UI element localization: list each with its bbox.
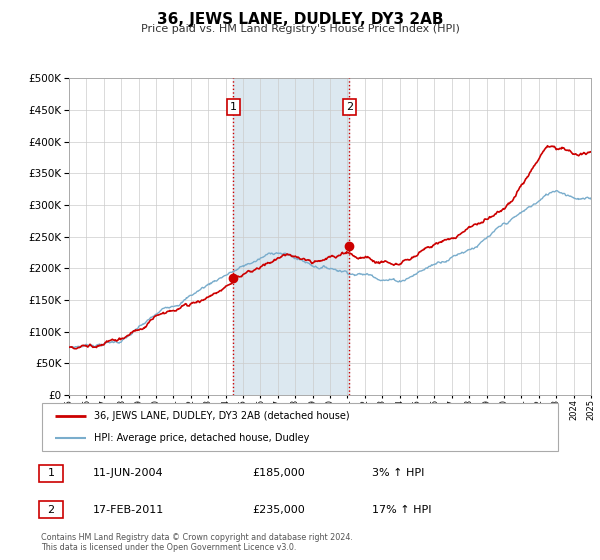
Text: HPI: Average price, detached house, Dudley: HPI: Average price, detached house, Dudl… [94,433,309,443]
Text: 36, JEWS LANE, DUDLEY, DY3 2AB: 36, JEWS LANE, DUDLEY, DY3 2AB [157,12,443,27]
Text: 11-JUN-2004: 11-JUN-2004 [93,468,164,478]
Text: 3% ↑ HPI: 3% ↑ HPI [372,468,424,478]
Text: Price paid vs. HM Land Registry's House Price Index (HPI): Price paid vs. HM Land Registry's House … [140,24,460,34]
Text: 36, JEWS LANE, DUDLEY, DY3 2AB (detached house): 36, JEWS LANE, DUDLEY, DY3 2AB (detached… [94,411,349,421]
Text: 17% ↑ HPI: 17% ↑ HPI [372,505,431,515]
Text: 1: 1 [230,102,237,112]
Text: 17-FEB-2011: 17-FEB-2011 [93,505,164,515]
Text: 2: 2 [47,505,55,515]
Bar [233,78,349,395]
Text: Contains HM Land Registry data © Crown copyright and database right 2024.: Contains HM Land Registry data © Crown c… [41,533,353,542]
Text: £185,000: £185,000 [252,468,305,478]
Text: £235,000: £235,000 [252,505,305,515]
Text: 1: 1 [47,468,55,478]
Text: 2: 2 [346,102,353,112]
Text: This data is licensed under the Open Government Licence v3.0.: This data is licensed under the Open Gov… [41,543,296,552]
